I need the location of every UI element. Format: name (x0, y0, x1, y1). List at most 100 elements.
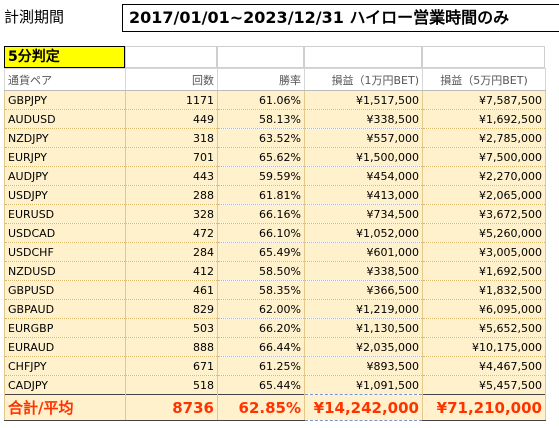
empty-cell[interactable] (304, 46, 422, 68)
pl-10k-cell[interactable]: ¥338,500 (304, 109, 423, 129)
empty-cell[interactable] (422, 46, 545, 68)
pl-10k-cell[interactable]: ¥601,000 (304, 242, 423, 262)
table-row: USDJPY 288 61.81% ¥413,000 ¥2,065,000 (4, 185, 546, 205)
count-cell[interactable]: 888 (125, 337, 218, 357)
total-count-cell[interactable]: 8736 (125, 394, 218, 421)
count-cell[interactable]: 472 (125, 223, 218, 243)
column-header-count[interactable]: 回数 (125, 68, 218, 91)
total-pl-10k-cell[interactable]: ¥14,242,000 (304, 394, 423, 421)
winrate-cell[interactable]: 58.50% (217, 261, 305, 281)
pair-cell[interactable]: NZDJPY (4, 128, 126, 148)
pair-cell[interactable]: GBPAUD (4, 299, 126, 319)
pair-cell[interactable]: EURUSD (4, 204, 126, 224)
column-header-pl-10k[interactable]: 損益（1万円BET) (304, 68, 423, 91)
pl-50k-cell[interactable]: ¥3,672,500 (422, 204, 546, 224)
total-label-cell[interactable]: 合計/平均 (4, 394, 126, 421)
pl-10k-cell[interactable]: ¥454,000 (304, 166, 423, 186)
pair-cell[interactable]: EURGBP (4, 318, 126, 338)
pl-50k-cell[interactable]: ¥1,832,500 (422, 280, 546, 300)
column-header-winrate[interactable]: 勝率 (217, 68, 305, 91)
period-value-cell[interactable]: 2017/01/01~2023/12/31 ハイロー営業時間のみ (122, 4, 559, 32)
pair-cell[interactable]: AUDJPY (4, 166, 126, 186)
table-row: EURAUD 888 66.44% ¥2,035,000 ¥10,175,000 (4, 337, 546, 357)
pl-10k-cell[interactable]: ¥1,517,500 (304, 90, 423, 110)
winrate-cell[interactable]: 58.35% (217, 280, 305, 300)
winrate-cell[interactable]: 65.44% (217, 375, 305, 395)
count-cell[interactable]: 701 (125, 147, 218, 167)
count-cell[interactable]: 461 (125, 280, 218, 300)
winrate-cell[interactable]: 58.13% (217, 109, 305, 129)
pl-50k-cell[interactable]: ¥10,175,000 (422, 337, 546, 357)
count-cell[interactable]: 412 (125, 261, 218, 281)
pl-10k-cell[interactable]: ¥1,091,500 (304, 375, 423, 395)
empty-cell[interactable] (217, 46, 304, 68)
winrate-cell[interactable]: 65.62% (217, 147, 305, 167)
pair-cell[interactable]: GBPUSD (4, 280, 126, 300)
pl-10k-cell[interactable]: ¥1,500,000 (304, 147, 423, 167)
count-cell[interactable]: 518 (125, 375, 218, 395)
winrate-cell[interactable]: 62.00% (217, 299, 305, 319)
winrate-cell[interactable]: 61.25% (217, 356, 305, 376)
pl-10k-cell[interactable]: ¥413,000 (304, 185, 423, 205)
count-cell[interactable]: 288 (125, 185, 218, 205)
pl-50k-cell[interactable]: ¥7,587,500 (422, 90, 546, 110)
pl-50k-cell[interactable]: ¥4,467,500 (422, 356, 546, 376)
pl-50k-cell[interactable]: ¥7,500,000 (422, 147, 546, 167)
winrate-cell[interactable]: 66.16% (217, 204, 305, 224)
pair-cell[interactable]: USDCAD (4, 223, 126, 243)
count-cell[interactable]: 449 (125, 109, 218, 129)
pl-50k-cell[interactable]: ¥3,005,000 (422, 242, 546, 262)
pair-cell[interactable]: USDJPY (4, 185, 126, 205)
count-cell[interactable]: 1171 (125, 90, 218, 110)
column-header-pair[interactable]: 通貨ペア (4, 68, 126, 91)
pl-50k-cell[interactable]: ¥5,652,500 (422, 318, 546, 338)
winrate-cell[interactable]: 61.06% (217, 90, 305, 110)
pl-10k-cell[interactable]: ¥734,500 (304, 204, 423, 224)
pl-50k-cell[interactable]: ¥6,095,000 (422, 299, 546, 319)
pl-10k-cell[interactable]: ¥1,219,000 (304, 299, 423, 319)
empty-cell[interactable] (125, 46, 217, 68)
total-winrate-cell[interactable]: 62.85% (217, 394, 305, 421)
winrate-cell[interactable]: 66.20% (217, 318, 305, 338)
pl-50k-cell[interactable]: ¥1,692,500 (422, 109, 546, 129)
title-cell[interactable]: 5分判定 (4, 46, 125, 68)
pair-cell[interactable]: EURAUD (4, 337, 126, 357)
pl-50k-cell[interactable]: ¥2,270,000 (422, 166, 546, 186)
pl-50k-cell[interactable]: ¥2,065,000 (422, 185, 546, 205)
pl-50k-cell[interactable]: ¥5,457,500 (422, 375, 546, 395)
count-cell[interactable]: 671 (125, 356, 218, 376)
column-header-pl-50k[interactable]: 損益（5万円BET) (422, 68, 546, 91)
pl-50k-cell[interactable]: ¥1,692,500 (422, 261, 546, 281)
pair-cell[interactable]: USDCHF (4, 242, 126, 262)
pl-10k-cell[interactable]: ¥557,000 (304, 128, 423, 148)
count-cell[interactable]: 284 (125, 242, 218, 262)
pair-cell[interactable]: CADJPY (4, 375, 126, 395)
pair-cell[interactable]: CHFJPY (4, 356, 126, 376)
count-cell[interactable]: 328 (125, 204, 218, 224)
pair-cell[interactable]: AUDUSD (4, 109, 126, 129)
total-pl-50k-cell[interactable]: ¥71,210,000 (422, 394, 546, 421)
pl-10k-cell[interactable]: ¥1,130,500 (304, 318, 423, 338)
pl-10k-cell[interactable]: ¥2,035,000 (304, 337, 423, 357)
count-cell[interactable]: 829 (125, 299, 218, 319)
winrate-cell[interactable]: 66.10% (217, 223, 305, 243)
count-cell[interactable]: 443 (125, 166, 218, 186)
count-cell[interactable]: 503 (125, 318, 218, 338)
pl-50k-cell[interactable]: ¥2,785,000 (422, 128, 546, 148)
winrate-cell[interactable]: 63.52% (217, 128, 305, 148)
pair-cell[interactable]: GBPJPY (4, 90, 126, 110)
pl-50k-cell[interactable]: ¥5,260,000 (422, 223, 546, 243)
winrate-cell[interactable]: 65.49% (217, 242, 305, 262)
count-cell[interactable]: 318 (125, 128, 218, 148)
winrate-cell[interactable]: 61.81% (217, 185, 305, 205)
period-label[interactable]: 計測期間 (4, 8, 65, 26)
pl-10k-cell[interactable]: ¥338,500 (304, 261, 423, 281)
pl-10k-cell[interactable]: ¥893,500 (304, 356, 423, 376)
pl-10k-cell[interactable]: ¥1,052,000 (304, 223, 423, 243)
pair-cell[interactable]: NZDUSD (4, 261, 126, 281)
pl-10k-cell[interactable]: ¥366,500 (304, 280, 423, 300)
table-row: EURJPY 701 65.62% ¥1,500,000 ¥7,500,000 (4, 147, 546, 167)
pair-cell[interactable]: EURJPY (4, 147, 126, 167)
winrate-cell[interactable]: 59.59% (217, 166, 305, 186)
winrate-cell[interactable]: 66.44% (217, 337, 305, 357)
